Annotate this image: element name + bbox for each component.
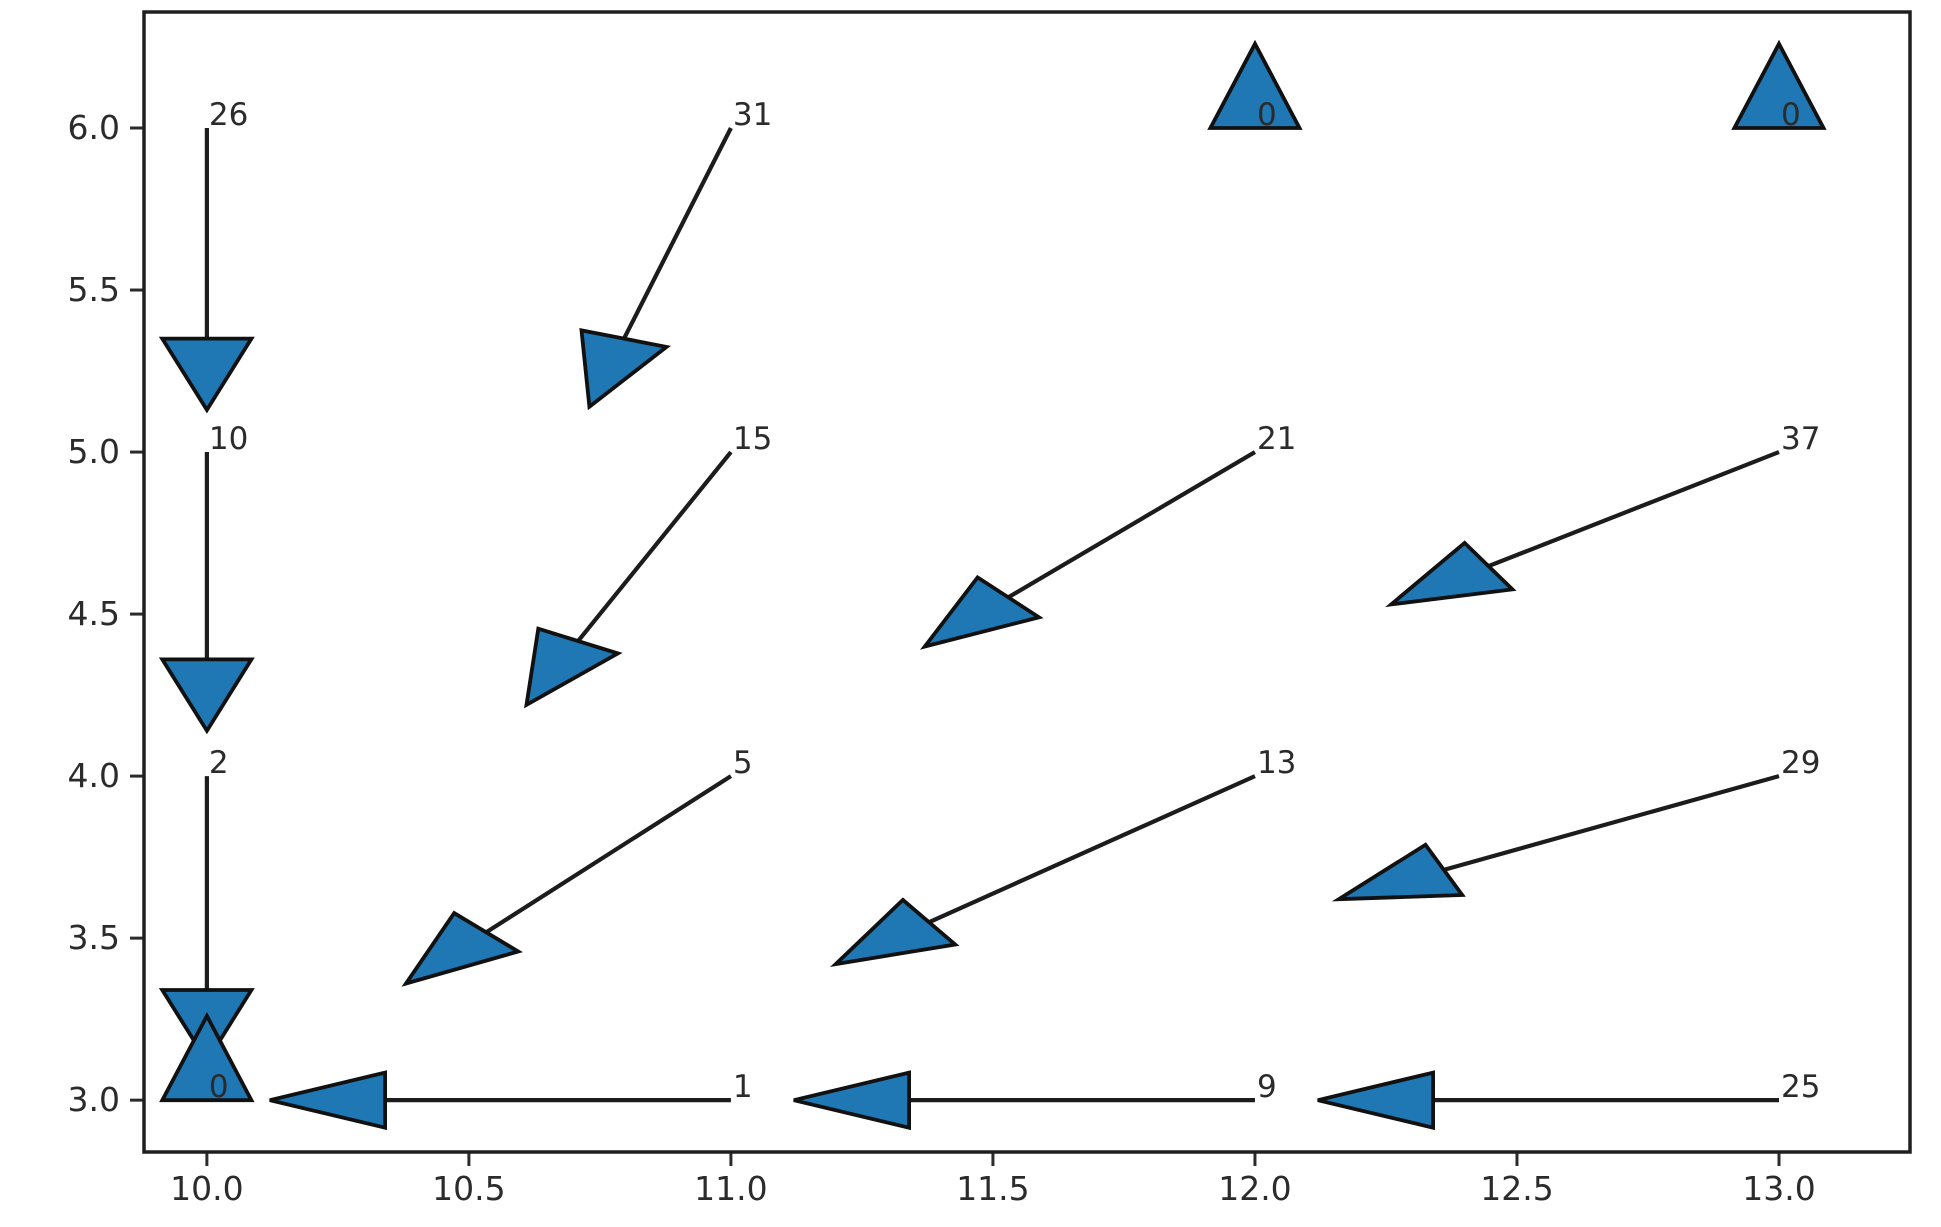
y-tick-label: 4.5 [68,594,120,633]
arrow-head [401,910,523,987]
arrow-12-0: 0 [159,1011,255,1105]
x-tick-label: 11.5 [956,1169,1029,1208]
arrow-head [1385,540,1517,608]
arrow-label: 9 [1257,1069,1277,1105]
arrow-15-25: 25 [1317,1069,1820,1131]
x-tick-label: 10.5 [432,1169,505,1208]
arrow-head [829,897,960,967]
arrow-shaft [995,450,1257,606]
arrow-4-10: 10 [158,421,255,735]
arrow-label: 21 [1257,421,1296,457]
arrow-shaft [1428,774,1780,876]
arrow-label: 0 [209,1069,229,1105]
arrow-head [1207,39,1303,130]
y-tick-label: 5.5 [68,270,120,309]
arrow-head [919,574,1044,650]
arrow-label: 29 [1781,745,1820,781]
arrow-shaft [474,774,733,942]
arrow-label: 25 [1781,1069,1820,1105]
x-tick-label: 13.0 [1742,1169,1815,1208]
arrow-shaft [915,774,1256,930]
arrow-label: 37 [1781,421,1820,457]
arrow-label: 31 [733,97,772,133]
arrow-label: 2 [209,745,229,781]
y-tick-label: 5.0 [68,432,120,471]
arrow-label: 5 [733,745,753,781]
y-tick-label: 4.0 [68,756,120,795]
arrow-head [579,328,671,411]
arrow-head [524,626,623,709]
plot-frame [142,10,1912,1154]
arrow-head [158,336,255,414]
arrow-label: 0 [1781,97,1801,133]
arrow-label: 10 [209,421,248,457]
x-tick-label: 11.0 [694,1169,767,1208]
arrow-head [1331,842,1466,902]
y-tick-label: 3.0 [68,1080,120,1119]
arrow-6-21: 21 [919,421,1296,650]
arrow-14-9: 9 [793,1069,1277,1131]
arrow-13-1: 1 [269,1069,753,1131]
arrow-5-15: 15 [524,421,772,709]
arrow-7-37: 37 [1385,421,1820,608]
arrow-10-13: 13 [829,745,1296,967]
arrow-label: 13 [1257,745,1296,781]
arrow-9-5: 5 [401,745,753,987]
arrow-head [1317,1070,1435,1131]
x-tick-label: 10.0 [170,1169,243,1208]
arrow-label: 1 [733,1069,753,1105]
y-tick-label: 6.0 [68,108,120,147]
arrow-shaft [1474,450,1780,574]
arrow-shaft [617,127,733,349]
x-tick-label: 12.5 [1480,1169,1553,1208]
arrow-shaft [569,450,733,652]
arrow-1-31: 31 [579,97,772,411]
x-tick-label: 12.0 [1218,1169,1291,1208]
arrow-head [1731,39,1827,130]
arrow-label: 15 [733,421,772,457]
arrow-3-0: 0 [1731,39,1827,133]
arrow-label: 26 [209,97,248,133]
arrow-head [793,1070,911,1131]
arrow-11-29: 29 [1331,745,1820,902]
arrow-head [269,1070,388,1131]
y-tick-label: 3.5 [68,918,120,957]
arrow-head [158,657,255,735]
arrow-label: 0 [1257,97,1277,133]
arrow-0-26: 26 [158,97,255,414]
arrow-head [159,1011,255,1103]
arrow-2-0: 0 [1207,39,1303,133]
